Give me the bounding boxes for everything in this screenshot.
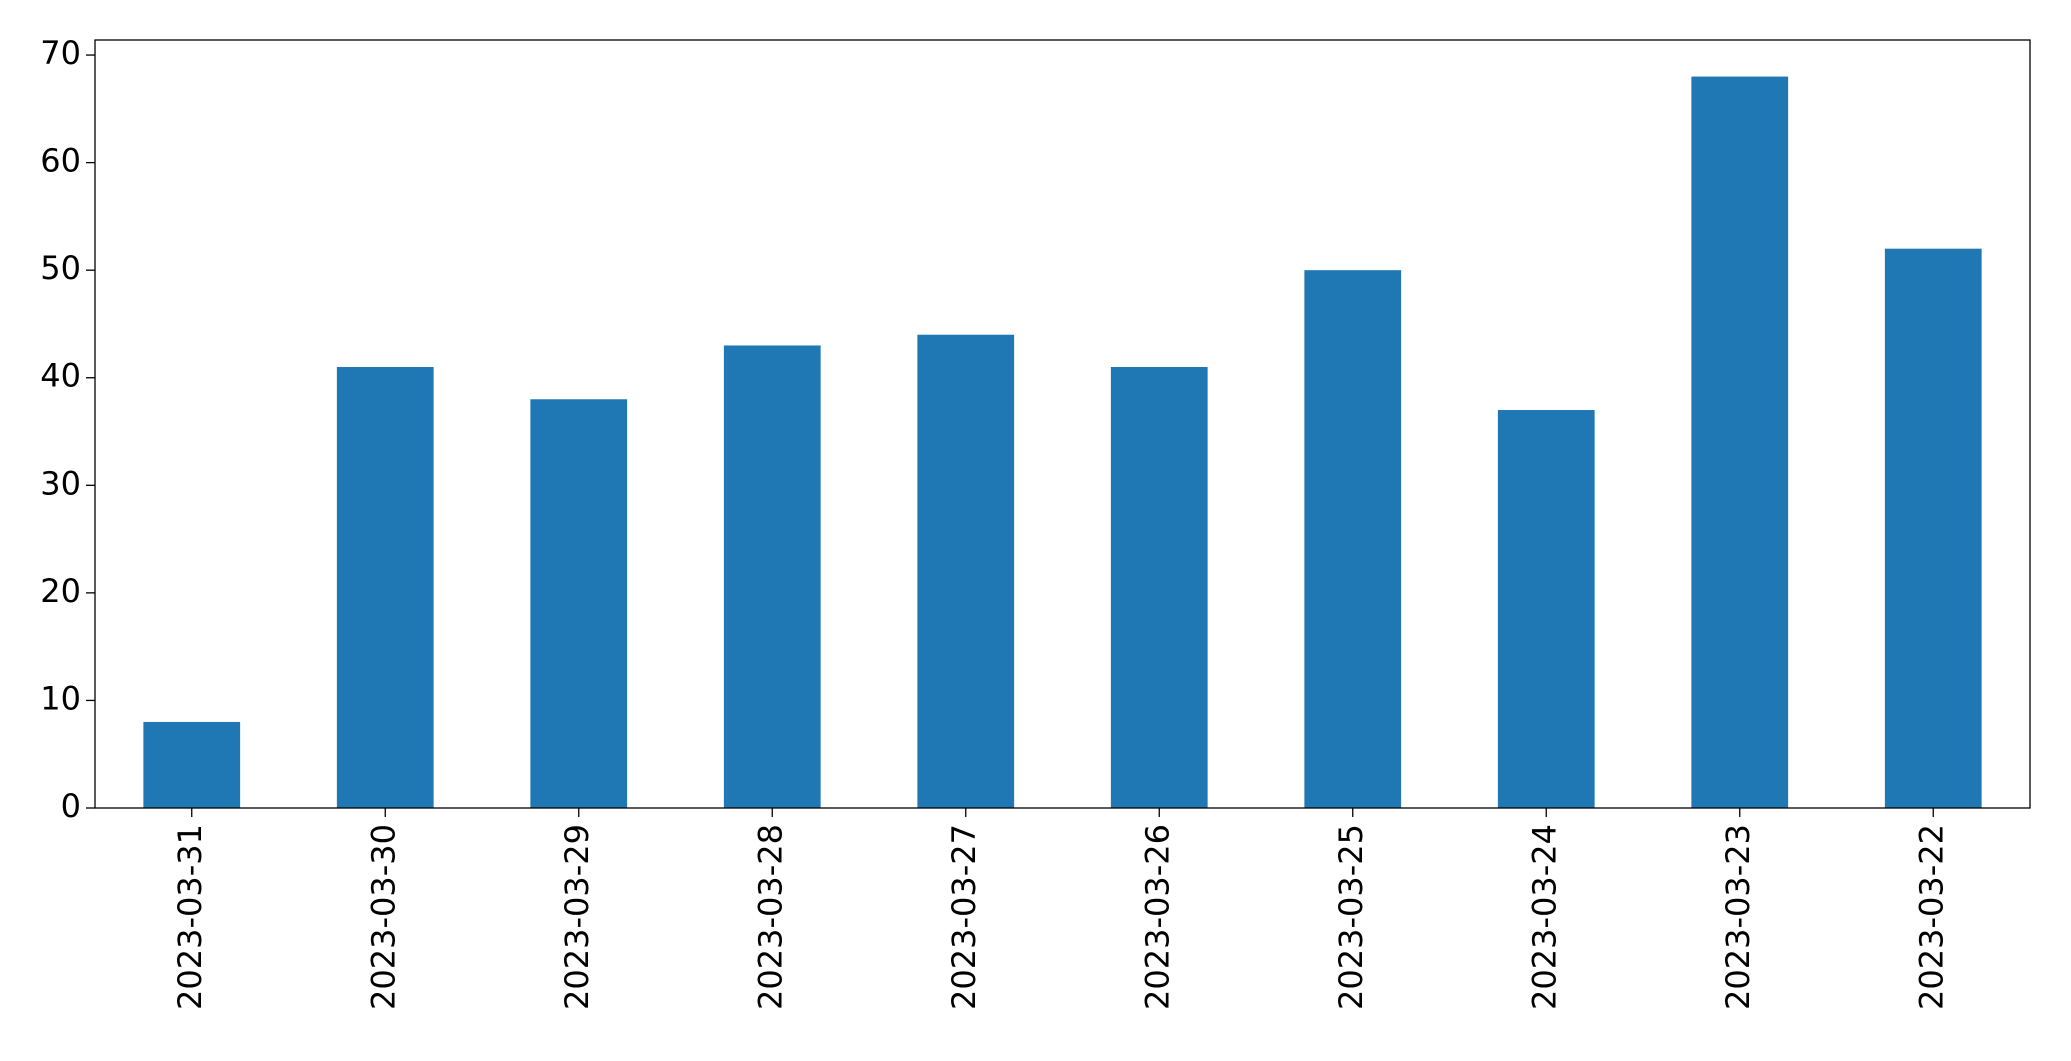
y-tick-label: 40 <box>40 357 81 395</box>
x-tick-label: 2023-03-30 <box>364 824 402 1010</box>
x-tick-label: 2023-03-28 <box>751 824 789 1010</box>
bar <box>1110 366 1208 808</box>
y-tick-label: 70 <box>40 34 81 72</box>
x-tick-label: 2023-03-26 <box>1138 824 1176 1010</box>
y-tick-label: 30 <box>40 464 81 502</box>
x-tick-label: 2023-03-22 <box>1912 824 1950 1010</box>
y-tick-label: 20 <box>40 572 81 610</box>
bar <box>143 721 241 808</box>
x-tick-label: 2023-03-27 <box>945 824 983 1010</box>
bar <box>1304 270 1402 808</box>
bar <box>336 366 434 808</box>
plot-frame <box>94 39 2031 809</box>
x-tick-label: 2023-03-31 <box>171 824 209 1010</box>
y-tick-label: 10 <box>40 679 81 717</box>
bar <box>723 345 821 808</box>
bar <box>1497 410 1595 808</box>
x-tick-label: 2023-03-24 <box>1525 824 1563 1010</box>
bar <box>1691 76 1789 809</box>
bar <box>1884 248 1982 809</box>
y-tick-label: 50 <box>40 249 81 287</box>
x-tick-label: 2023-03-29 <box>558 824 596 1010</box>
bar <box>530 399 628 808</box>
x-tick-label: 2023-03-25 <box>1332 824 1370 1010</box>
y-tick-label: 0 <box>61 787 81 825</box>
x-tick-label: 2023-03-23 <box>1719 824 1757 1010</box>
bar <box>917 334 1015 808</box>
y-tick-label: 60 <box>40 142 81 180</box>
